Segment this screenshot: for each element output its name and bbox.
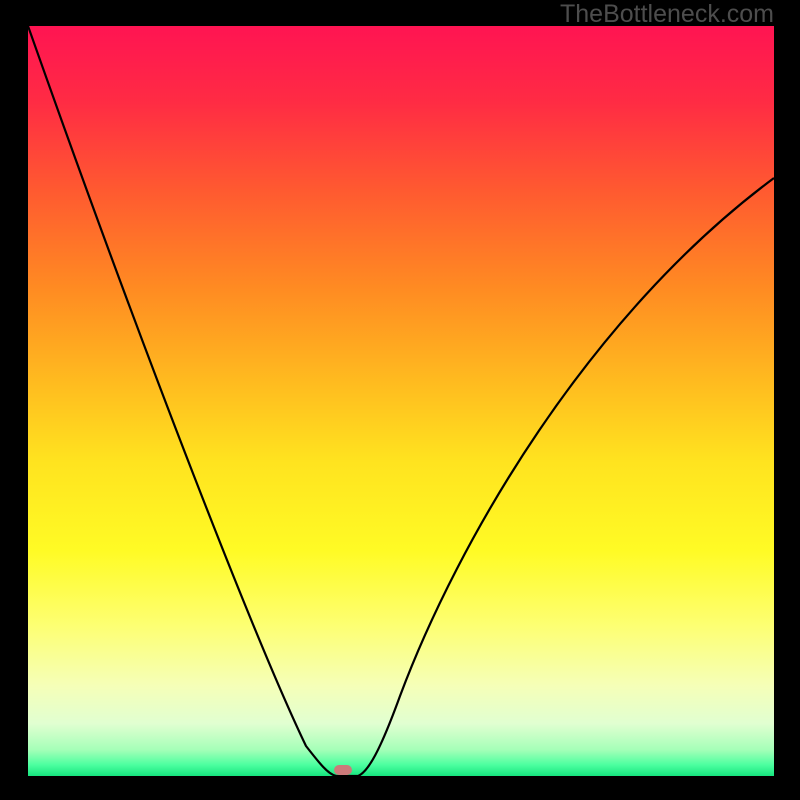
plot-gradient-background — [28, 26, 774, 776]
chart-stage: TheBottleneck.com — [0, 0, 800, 800]
watermark-text: TheBottleneck.com — [560, 0, 774, 29]
plot-area-rect — [28, 26, 774, 776]
